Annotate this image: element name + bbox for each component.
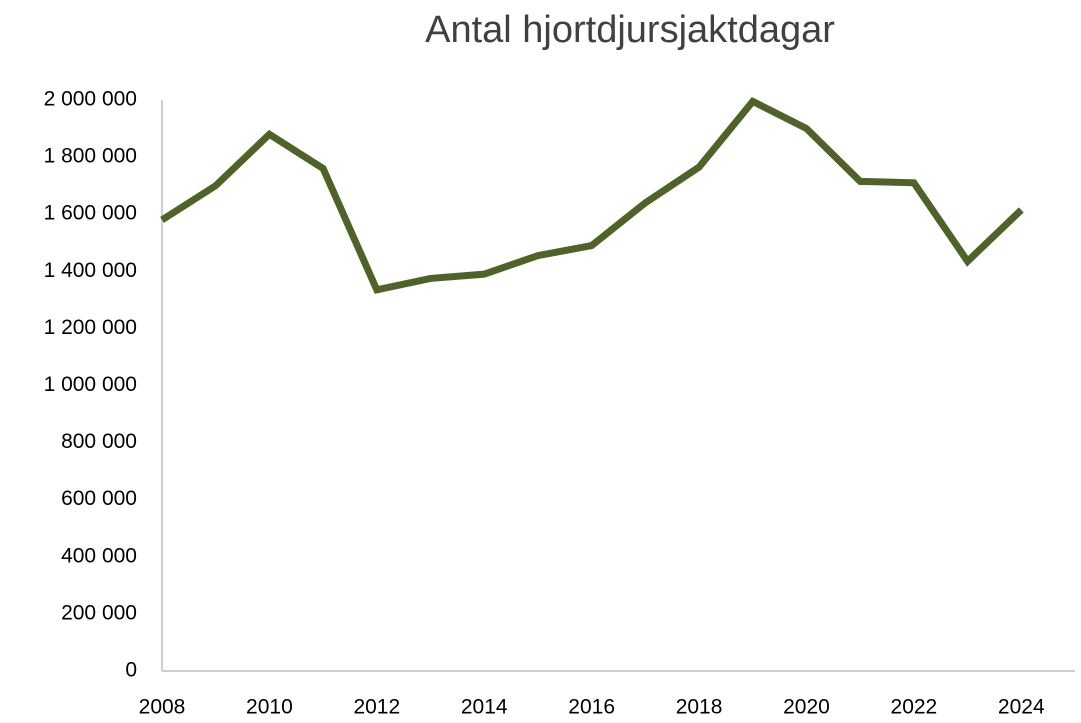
y-tick-label: 1 800 000 (44, 145, 137, 168)
y-tick-label: 400 000 (61, 544, 137, 567)
y-tick-label: 1 200 000 (44, 316, 137, 339)
y-tick-label: 1 600 000 (44, 202, 137, 225)
y-tick-label: 800 000 (61, 430, 137, 453)
y-tick-label: 2 000 000 (44, 88, 137, 111)
line-series (160, 97, 1024, 294)
x-tick-label: 2014 (461, 696, 508, 719)
y-tick-label: 200 000 (61, 601, 137, 624)
x-tick-label: 2012 (353, 696, 400, 719)
x-tick-label: 2016 (568, 696, 615, 719)
x-tick-label: 2008 (139, 696, 186, 719)
x-tick-label: 2010 (246, 696, 293, 719)
x-tick-label: 2018 (676, 696, 723, 719)
x-tick-label: 2022 (891, 696, 938, 719)
y-tick-label: 600 000 (61, 487, 137, 510)
x-tick-label: 2020 (783, 696, 830, 719)
x-tick-label: 2024 (998, 696, 1045, 719)
y-tick-label: 1 000 000 (44, 373, 137, 396)
y-tick-label: 0 (125, 659, 137, 682)
y-tick-label: 1 400 000 (44, 259, 137, 282)
chart-title: Antal hjortdjursjaktdagar (425, 9, 835, 51)
